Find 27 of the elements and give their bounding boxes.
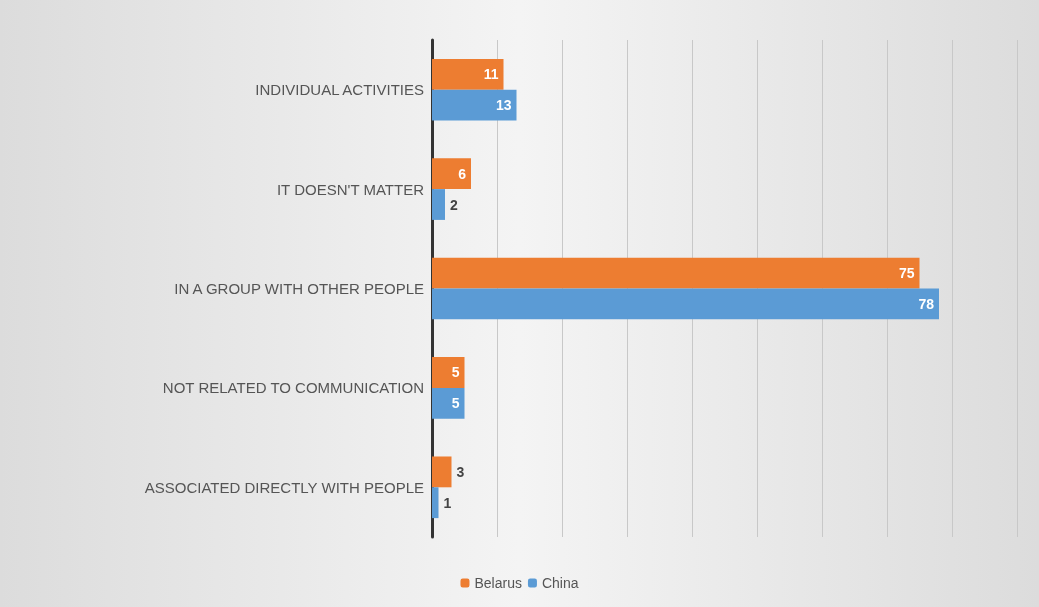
data-label: 75 bbox=[898, 265, 915, 282]
bar bbox=[432, 58, 504, 90]
bar bbox=[432, 357, 465, 388]
data-label: 3 bbox=[456, 463, 465, 480]
data-label: 2 bbox=[450, 196, 458, 213]
data-label: 6 bbox=[458, 165, 467, 182]
bar bbox=[432, 387, 465, 419]
bar bbox=[432, 257, 920, 289]
y-tick-label: NOT RELATED TO COMMUNICATION bbox=[162, 379, 424, 397]
bar bbox=[432, 288, 939, 320]
data-label: 1 bbox=[443, 494, 452, 511]
data-label: 78 bbox=[918, 295, 935, 312]
bar bbox=[432, 487, 439, 519]
y-tick-label: IT DOESN'T MATTER bbox=[276, 180, 425, 198]
data-label: 13 bbox=[495, 97, 512, 114]
bar bbox=[432, 456, 452, 488]
legend-label: Belarus bbox=[474, 575, 522, 591]
bar bbox=[432, 189, 445, 220]
y-tick-label: IN A GROUP WITH OTHER PEOPLE bbox=[174, 280, 424, 297]
data-label: 5 bbox=[451, 364, 460, 381]
legend-label: China bbox=[541, 575, 579, 591]
y-tick-label: ASSOCIATED DIRECTLY WITH PEOPLE bbox=[144, 478, 424, 496]
data-label: 11 bbox=[483, 66, 499, 83]
data-label: 5 bbox=[451, 395, 460, 412]
bar bbox=[432, 89, 517, 121]
y-tick-label: INDIVIDUAL ACTIVITIES bbox=[255, 81, 424, 99]
bar bbox=[432, 158, 471, 190]
